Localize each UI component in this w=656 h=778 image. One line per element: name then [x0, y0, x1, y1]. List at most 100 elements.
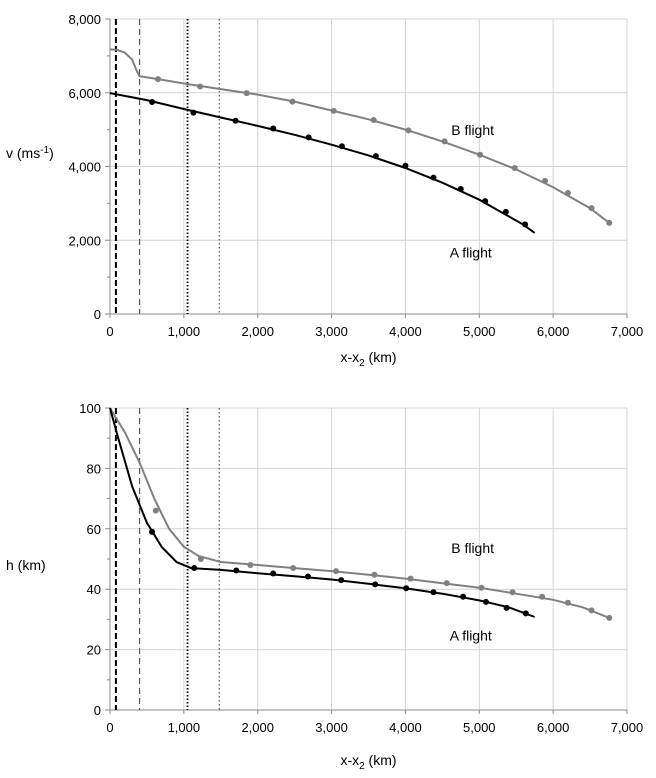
- x-axis-label: x-x2 (km): [340, 752, 396, 772]
- y-tick-label: 60: [87, 522, 101, 537]
- data-point: [270, 125, 277, 132]
- x-tick-label: 5,000: [463, 324, 496, 339]
- data-point: [522, 221, 529, 228]
- data-point: [478, 584, 485, 591]
- x-tick-label: 7,000: [611, 324, 644, 339]
- data-point: [243, 90, 250, 97]
- data-point: [430, 174, 437, 181]
- data-point: [197, 556, 204, 562]
- data-point: [588, 607, 595, 614]
- x-tick-label: 5,000: [463, 720, 496, 735]
- data-point: [477, 151, 484, 158]
- y-tick-label: 0: [94, 307, 101, 322]
- series-label: B flight: [451, 122, 494, 138]
- data-point: [304, 573, 311, 580]
- x-tick-label: 3,000: [315, 720, 348, 735]
- data-point: [460, 593, 467, 600]
- series-a-flight: A flight: [109, 407, 536, 644]
- data-point: [539, 593, 546, 600]
- data-point: [606, 219, 613, 226]
- data-point: [152, 507, 159, 514]
- series-label: A flight: [450, 245, 492, 261]
- data-point: [502, 208, 509, 215]
- data-point: [333, 568, 340, 575]
- data-point: [606, 614, 613, 621]
- data-point: [232, 117, 239, 124]
- series-b-flight: B flight: [109, 407, 613, 621]
- x-tick-label: 2,000: [241, 324, 274, 339]
- data-point: [503, 604, 510, 611]
- data-point: [149, 98, 156, 105]
- x-tick-label: 1,000: [168, 324, 201, 339]
- x-tick-label: 1,000: [168, 720, 201, 735]
- y-tick-label: 20: [87, 643, 101, 658]
- chart-panel-2: 0 20 40 60 80 100 0 1,000 2,000 3,000 4,000 5,000 6,…: [6, 401, 643, 772]
- data-point: [509, 589, 516, 596]
- data-point: [289, 98, 296, 105]
- series-label: A flight: [450, 628, 492, 644]
- data-point: [330, 107, 337, 114]
- data-point: [441, 138, 448, 145]
- data-point: [338, 143, 345, 150]
- x-tick-label: 0: [106, 720, 113, 735]
- series-line: [109, 92, 536, 234]
- data-point: [305, 134, 312, 141]
- data-point: [522, 610, 529, 617]
- data-point: [370, 117, 377, 124]
- data-point: [542, 177, 549, 184]
- series-label: B flight: [451, 540, 494, 556]
- y-tick-label: 100: [79, 401, 101, 416]
- data-point: [197, 83, 204, 90]
- data-point: [149, 528, 156, 535]
- series-line: [109, 48, 610, 224]
- x-tick-label: 0: [106, 324, 113, 339]
- x-tick-label: 4,000: [389, 324, 422, 339]
- y-tick-label: 2,000: [68, 233, 101, 248]
- data-point: [403, 585, 410, 592]
- data-point: [270, 570, 277, 577]
- data-point: [402, 162, 409, 169]
- y-tick-label: 80: [87, 461, 101, 476]
- data-point: [247, 562, 254, 569]
- x-tick-label: 6,000: [537, 720, 570, 735]
- data-point: [233, 567, 240, 574]
- y-tick-label: 6,000: [68, 86, 101, 101]
- data-point: [155, 76, 162, 83]
- x-axis-label: x-x2 (km): [340, 349, 396, 369]
- y-tick-label: 0: [94, 703, 101, 718]
- series-a-flight: A flight: [109, 92, 536, 261]
- data-point: [190, 109, 197, 116]
- data-point: [338, 577, 345, 584]
- data-point: [482, 598, 489, 605]
- data-point: [372, 581, 379, 588]
- x-tick-label: 7,000: [611, 720, 644, 735]
- data-point: [564, 599, 571, 606]
- data-point: [430, 589, 437, 596]
- data-point: [407, 575, 414, 582]
- y-tick-label: 40: [87, 582, 101, 597]
- data-point: [588, 205, 595, 212]
- y-axis-label: h (km): [6, 557, 46, 573]
- series-b-flight: B flight: [109, 48, 613, 226]
- x-tick-label: 4,000: [389, 720, 422, 735]
- x-tick-label: 3,000: [315, 324, 348, 339]
- x-tick-label: 2,000: [241, 720, 274, 735]
- data-point: [564, 190, 571, 197]
- series-line: [109, 407, 610, 619]
- y-tick-label: 4,000: [68, 160, 101, 175]
- data-point: [482, 198, 489, 205]
- data-point: [191, 565, 198, 572]
- series-line: [109, 407, 536, 618]
- data-point: [405, 127, 412, 134]
- x-tick-label: 6,000: [537, 324, 570, 339]
- data-point: [511, 164, 518, 171]
- data-point: [457, 185, 464, 192]
- data-point: [443, 580, 450, 587]
- data-point: [290, 565, 297, 572]
- chart-panel-1: 0 2,000 4,000 6,000 8,000 0 1,000 2,000 3,000 4,0…: [6, 12, 643, 369]
- data-point: [372, 153, 379, 160]
- y-tick-label: 8,000: [68, 12, 101, 27]
- y-axis-label: v (ms-1): [6, 145, 54, 161]
